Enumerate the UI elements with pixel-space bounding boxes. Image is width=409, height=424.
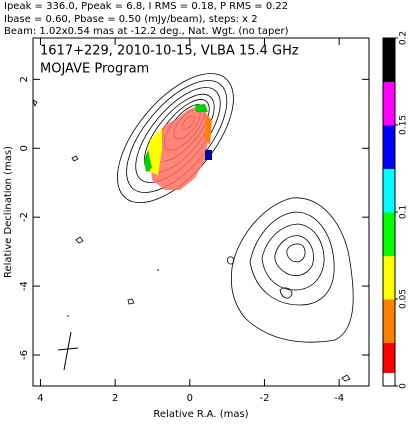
plot-subtitle: MOJAVE Program <box>40 62 149 77</box>
x-tick-label: 2 <box>112 393 118 404</box>
speck <box>157 269 159 271</box>
y-axis-label: Relative Declination (mas) <box>3 146 14 278</box>
noise-contours <box>33 99 351 382</box>
colorbar-segment <box>383 372 395 386</box>
colorbar-tick-label: 0.2 <box>399 31 409 45</box>
lobe-contours <box>227 197 354 343</box>
map <box>33 73 354 382</box>
colorbar-tick-label: 0.1 <box>399 205 409 219</box>
plot-title: 1617+229, 2010-10-15, VLBA 15.4 GHz <box>40 44 299 59</box>
x-axis-label: Relative R.A. (mas) <box>153 409 248 420</box>
header-line: Ibase = 0.60, Pbase = 0.50 (mJy/beam), s… <box>4 14 258 25</box>
y-tick-label: -2 <box>19 212 30 222</box>
colorbar-tick-label: 0.15 <box>399 115 409 135</box>
header-line: Ipeak = 336.0, Ppeak = 6.8, I RMS = 0.18… <box>4 1 288 12</box>
polarization-image <box>144 104 212 190</box>
colorbar-segment <box>383 299 395 343</box>
header-line: Beam: 1.02x0.54 mas at -12.2 deg., Nat. … <box>4 26 289 37</box>
plot-frame <box>32 37 370 387</box>
speck <box>67 315 69 317</box>
y-tick-label: 0 <box>19 145 30 151</box>
x-tick-label: 0 <box>187 393 193 404</box>
colorbar-segment <box>383 212 395 256</box>
colorbar-segment <box>383 38 395 82</box>
colorbar-tick-label: 0 <box>399 383 409 389</box>
x-tick-label: -2 <box>259 393 269 404</box>
x-tick-label: -4 <box>334 393 344 404</box>
y-tick-label: 2 <box>19 76 30 82</box>
x-tick-label: 4 <box>37 393 43 404</box>
y-tick-label: -4 <box>19 281 30 291</box>
beam <box>57 331 79 371</box>
y-tick-label: -6 <box>19 350 30 360</box>
colorbar-segment <box>383 168 395 213</box>
colorbar-segment <box>383 255 395 300</box>
colorbar-segment <box>383 125 395 169</box>
colorbar-tick-label: 0.05 <box>399 289 409 309</box>
colorbar-segment <box>383 81 395 126</box>
